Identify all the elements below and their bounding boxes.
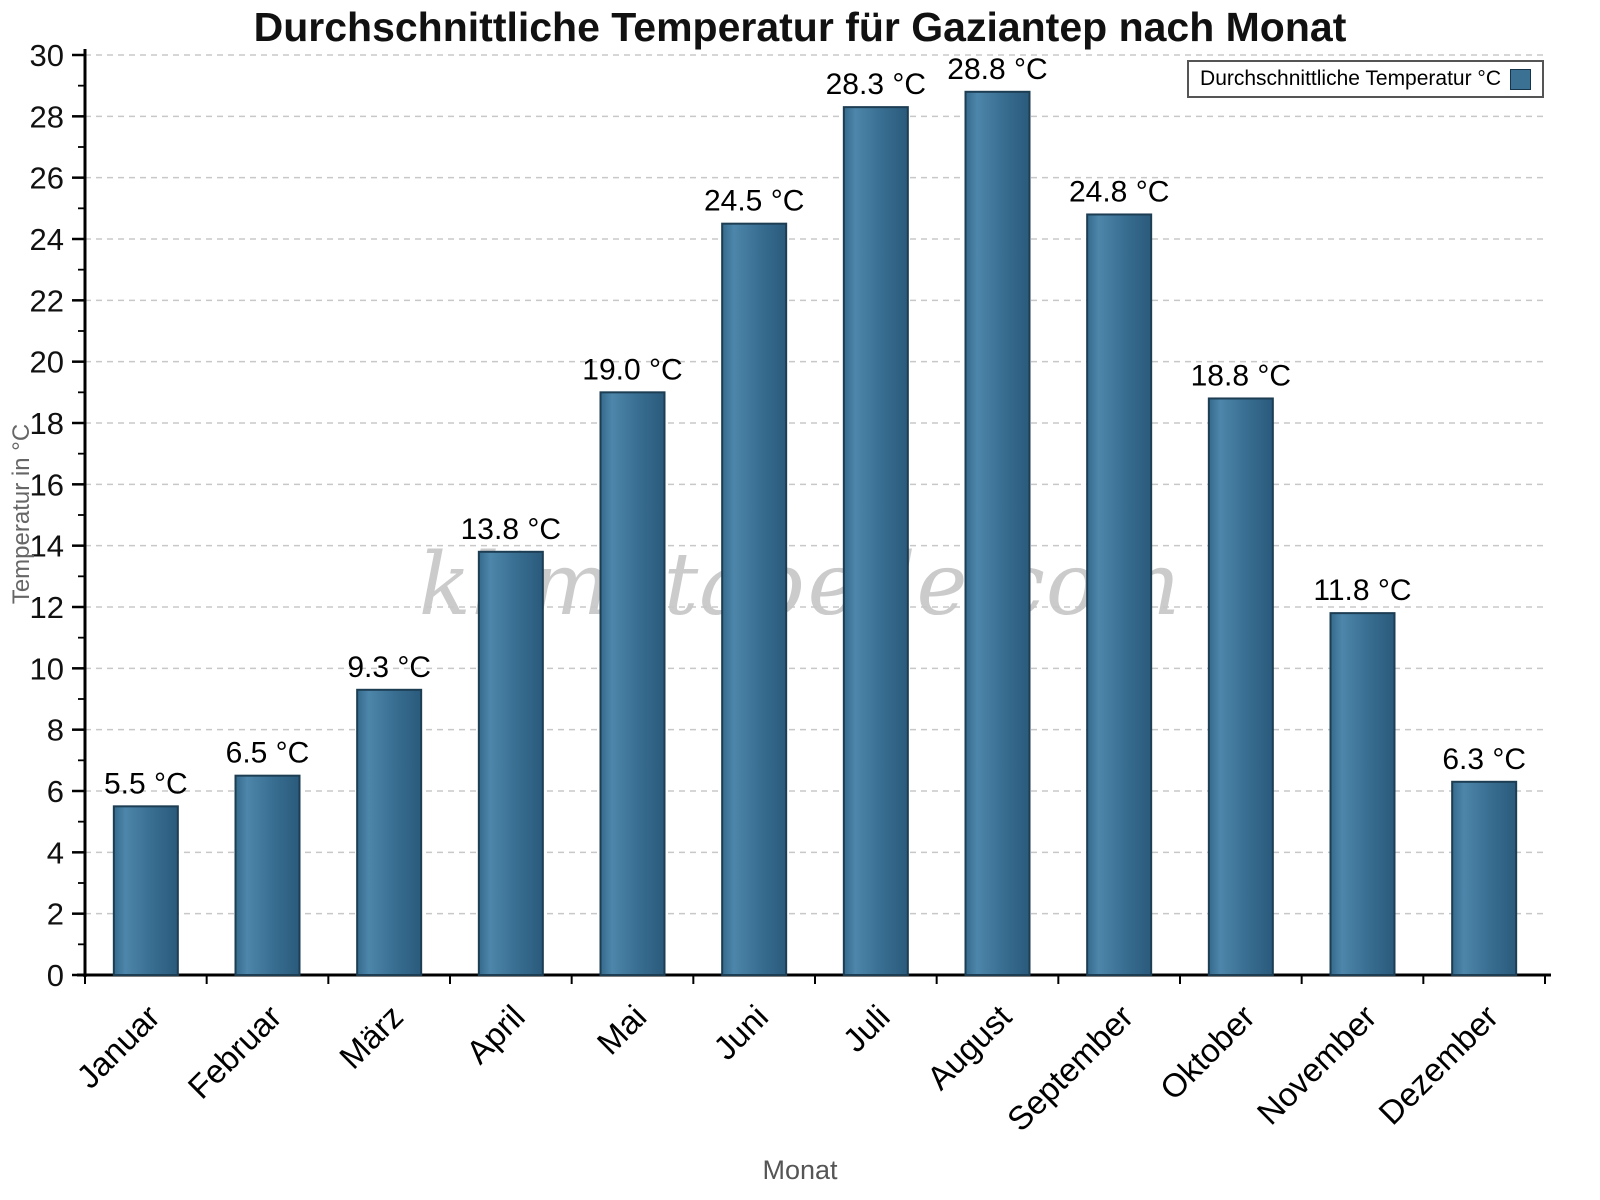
y-tick-label: 26 xyxy=(30,161,64,196)
bar-value-label: 6.3 °C xyxy=(1442,743,1526,776)
bar-value-label: 9.3 °C xyxy=(347,651,431,684)
y-tick-label: 22 xyxy=(30,283,64,318)
x-category-label: Januar xyxy=(69,998,167,1096)
x-category-label: Oktober xyxy=(1153,998,1262,1107)
x-category-label: März xyxy=(332,998,410,1076)
chart-title: Durchschnittliche Temperatur für Gaziant… xyxy=(253,4,1347,50)
bar-value-label: 5.5 °C xyxy=(104,767,188,800)
bar-value-label: 24.5 °C xyxy=(704,185,804,218)
x-category-label: November xyxy=(1250,998,1384,1132)
bar xyxy=(842,106,909,976)
bar xyxy=(721,222,788,976)
bar xyxy=(112,805,179,976)
x-category-label: Februar xyxy=(181,998,289,1106)
legend-swatch-icon xyxy=(1510,68,1531,90)
x-category-label: Dezember xyxy=(1371,998,1505,1132)
y-tick-label: 6 xyxy=(47,774,64,809)
bar-value-label: 6.5 °C xyxy=(226,737,310,770)
bar xyxy=(1207,397,1274,976)
y-tick-label: 4 xyxy=(47,835,64,870)
bar xyxy=(234,774,301,977)
y-tick-label: 20 xyxy=(30,345,64,380)
bar-value-label: 24.8 °C xyxy=(1069,175,1169,208)
bar xyxy=(1451,780,1518,976)
x-category-label: August xyxy=(920,998,1019,1097)
bar-value-label: 13.8 °C xyxy=(461,513,561,546)
x-category-label: April xyxy=(459,998,532,1071)
bar xyxy=(599,391,666,977)
y-tick-label: 2 xyxy=(47,897,64,932)
legend: Durchschnittliche Temperatur °C xyxy=(1187,60,1544,98)
bar xyxy=(964,90,1031,977)
y-tick-label: 24 xyxy=(30,222,64,257)
x-category-label: Juli xyxy=(836,998,897,1059)
y-tick-label: 30 xyxy=(30,38,64,73)
legend-label: Durchschnittliche Temperatur °C xyxy=(1200,67,1501,90)
y-tick-label: 18 xyxy=(30,406,64,441)
x-category-label: September xyxy=(1000,998,1140,1138)
bar xyxy=(477,550,544,976)
x-category-label: Juni xyxy=(706,998,775,1067)
bar xyxy=(1329,612,1396,977)
y-axis-title: Temperatur in °C xyxy=(8,423,35,605)
x-category-label: Mai xyxy=(590,998,654,1062)
bar-value-label: 28.3 °C xyxy=(826,68,926,101)
y-tick-label: 28 xyxy=(30,99,64,134)
bar-value-label: 28.8 °C xyxy=(947,53,1047,86)
y-tick-label: 16 xyxy=(30,467,64,502)
bar-value-label: 19.0 °C xyxy=(582,353,682,386)
y-tick-label: 0 xyxy=(47,958,64,993)
bar-value-label: 11.8 °C xyxy=(1313,574,1411,607)
y-tick-label: 12 xyxy=(30,590,64,625)
y-tick-label: 10 xyxy=(30,651,64,686)
bar xyxy=(356,688,423,976)
x-axis-title: Monat xyxy=(762,1155,838,1185)
y-tick-label: 8 xyxy=(47,713,64,748)
bar-value-label: 18.8 °C xyxy=(1191,359,1291,392)
bar xyxy=(1086,213,1153,976)
y-tick-label: 14 xyxy=(30,529,64,564)
